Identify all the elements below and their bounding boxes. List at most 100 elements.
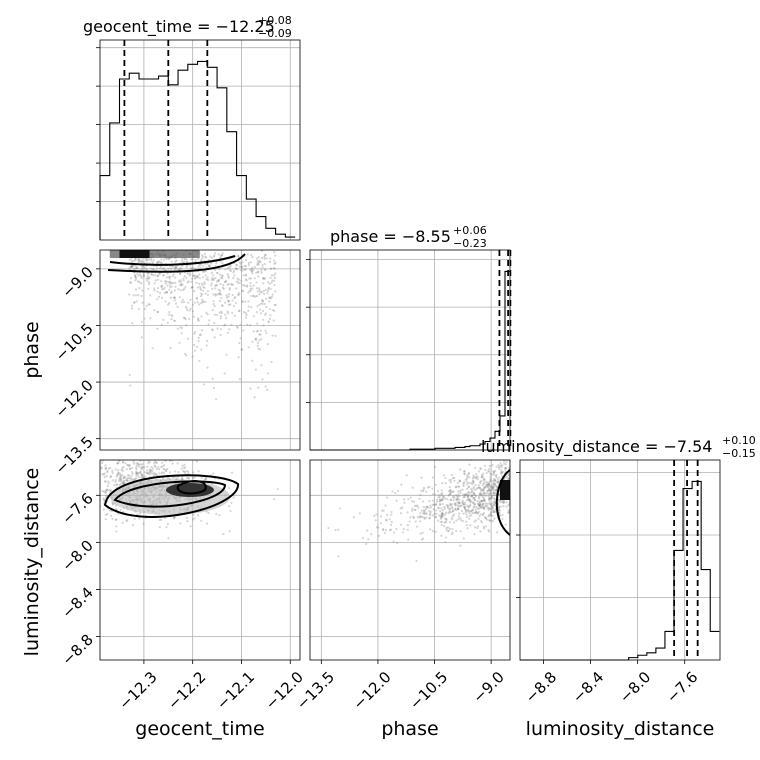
scatter-point: [153, 289, 156, 292]
scatter-point: [491, 494, 494, 497]
scatter-point: [142, 273, 145, 276]
scatter-point: [503, 460, 506, 462]
scatter-point: [115, 525, 118, 528]
scatter-point: [469, 501, 472, 504]
panel-frame: [309, 459, 511, 661]
scatter-point: [229, 303, 232, 306]
scatter-point: [207, 264, 210, 268]
title-sup: +0.10: [722, 434, 756, 447]
scatter-point: [471, 511, 474, 515]
scatter-point: [490, 519, 493, 522]
scatter-point: [83, 479, 85, 481]
scatter-point: [137, 294, 140, 297]
scatter-point: [128, 258, 131, 262]
scatter-point: [128, 293, 131, 296]
scatter-point: [478, 504, 481, 508]
scatter-point: [255, 257, 259, 260]
scatter-point: [149, 469, 152, 472]
scatter-point: [163, 471, 166, 475]
scatter-point: [120, 468, 123, 472]
scatter-point: [259, 329, 262, 332]
scatter-point: [185, 258, 188, 261]
scatter-point: [185, 469, 188, 473]
scatter-point: [466, 496, 469, 499]
scatter-point: [471, 480, 475, 483]
scatter-point: [134, 279, 137, 282]
scatter-point: [140, 259, 144, 262]
scatter-point: [483, 486, 486, 489]
scatter-point: [459, 530, 462, 533]
scatter-point: [153, 464, 157, 467]
scatter-point: [473, 511, 476, 514]
scatter-point: [191, 266, 194, 269]
scatter-point: [442, 514, 445, 517]
scatter-point: [151, 469, 154, 472]
scatter-point: [448, 486, 451, 489]
scatter-point: [158, 260, 161, 263]
scatter-point: [102, 497, 105, 500]
scatter-point: [429, 506, 433, 509]
scatter-point: [491, 505, 494, 508]
scatter-point: [481, 513, 484, 516]
scatter-point: [466, 508, 470, 512]
scatter-point: [478, 504, 481, 507]
scatter-point: [146, 465, 149, 468]
scatter-point: [484, 485, 488, 489]
scatter-point: [87, 488, 89, 490]
scatter-point: [256, 294, 259, 298]
scatter-point: [224, 280, 227, 284]
scatter-point: [195, 296, 198, 300]
scatter-point: [475, 473, 478, 476]
scatter-point: [129, 477, 132, 480]
scatter-point: [273, 276, 277, 280]
scatter-point: [444, 520, 448, 524]
scatter-point: [481, 484, 484, 487]
scatter-point: [122, 465, 125, 469]
scatter-point: [426, 505, 429, 508]
scatter-point: [504, 466, 507, 469]
scatter-point: [444, 497, 447, 500]
scatter-point: [196, 514, 200, 517]
scatter-point: [135, 472, 139, 475]
scatter-point: [388, 518, 391, 521]
scatter-point: [143, 454, 145, 456]
scatter-point: [439, 517, 442, 520]
scatter-point: [474, 466, 477, 470]
scatter-point: [452, 490, 455, 493]
scatter-point: [147, 287, 150, 291]
scatter-point: [441, 509, 444, 512]
tick-label-y: −8.4: [58, 584, 96, 622]
panel-frame: [519, 459, 721, 661]
scatter-point: [481, 499, 484, 502]
scatter-point: [130, 277, 133, 280]
scatter-point: [269, 276, 272, 280]
scatter-point: [189, 273, 192, 276]
scatter-point: [131, 304, 134, 307]
scatter-point: [100, 466, 103, 469]
scatter-point: [440, 523, 443, 527]
scatter-point: [249, 289, 252, 292]
scatter-point: [64, 482, 66, 484]
scatter-point: [100, 461, 104, 465]
scatter-point: [395, 528, 398, 531]
scatter-point: [149, 294, 152, 297]
scatter-point: [441, 496, 444, 500]
scatter-point: [155, 261, 159, 264]
scatter-point: [457, 518, 460, 521]
scatter-point: [445, 536, 448, 539]
scatter-point: [264, 288, 267, 291]
scatter-point: [198, 264, 202, 267]
scatter-point: [493, 479, 497, 482]
scatter-point: [375, 513, 378, 516]
scatter-point: [450, 511, 453, 514]
contour-line: [113, 480, 227, 508]
scatter-point: [115, 518, 118, 521]
scatter-point: [435, 500, 439, 503]
scatter-point: [163, 445, 165, 447]
scatter-point: [165, 469, 168, 472]
scatter-point: [148, 470, 151, 473]
scatter-point: [257, 270, 260, 273]
scatter-point: [441, 511, 444, 514]
scatter-point: [244, 300, 247, 303]
scatter-point: [135, 468, 138, 471]
